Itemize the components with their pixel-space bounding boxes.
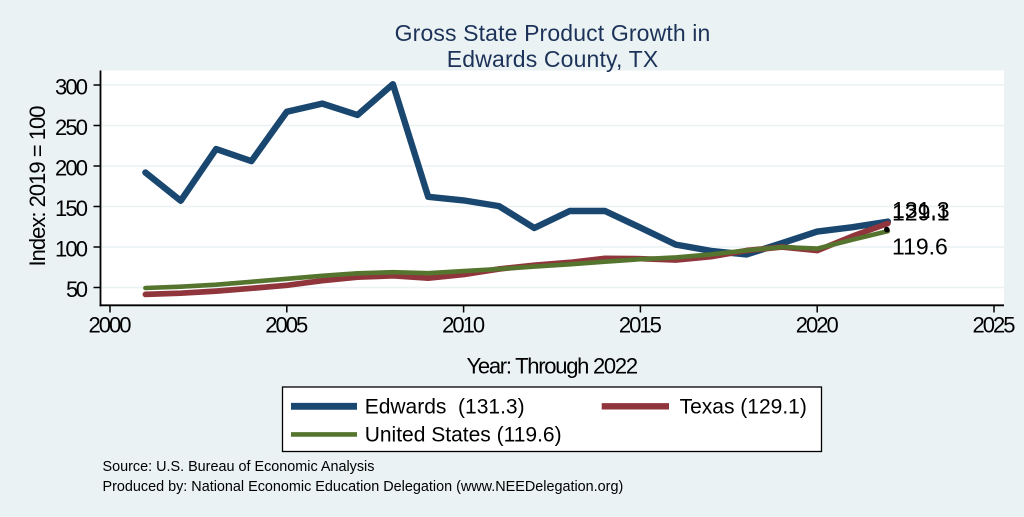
svg-text:United States (119.6): United States (119.6) bbox=[365, 423, 562, 446]
svg-text:2000: 2000 bbox=[89, 312, 132, 337]
svg-text:2020: 2020 bbox=[796, 312, 839, 337]
svg-text:2015: 2015 bbox=[619, 312, 662, 337]
svg-text:Texas (129.1): Texas (129.1) bbox=[680, 395, 807, 418]
svg-text:250: 250 bbox=[55, 115, 88, 140]
svg-text:50: 50 bbox=[66, 277, 88, 302]
svg-text:119.6: 119.6 bbox=[892, 233, 948, 259]
svg-text:Produced by: National Economic: Produced by: National Economic Education… bbox=[103, 479, 624, 495]
svg-text:2005: 2005 bbox=[265, 312, 308, 337]
svg-text:2025: 2025 bbox=[973, 312, 1016, 337]
svg-text:150: 150 bbox=[55, 196, 88, 221]
svg-text:2010: 2010 bbox=[442, 312, 485, 337]
svg-text:Index: 2019 = 100: Index: 2019 = 100 bbox=[25, 106, 50, 267]
svg-text:100: 100 bbox=[55, 237, 88, 262]
svg-text:Year: Through 2022: Year: Through 2022 bbox=[467, 354, 639, 379]
svg-text:131.3: 131.3 bbox=[892, 197, 950, 223]
svg-text:Edwards (131.3): Edwards (131.3) bbox=[365, 395, 525, 418]
svg-text:200: 200 bbox=[55, 156, 88, 181]
svg-text:Gross State Product Growth in: Gross State Product Growth in bbox=[395, 20, 711, 46]
svg-text:Source: U.S. Bureau of Economi: Source: U.S. Bureau of Economic Analysis bbox=[103, 459, 375, 475]
svg-text:Edwards County, TX: Edwards County, TX bbox=[447, 46, 658, 72]
svg-text:300: 300 bbox=[55, 75, 88, 100]
svg-text:129.1: 129.1 bbox=[892, 199, 950, 225]
